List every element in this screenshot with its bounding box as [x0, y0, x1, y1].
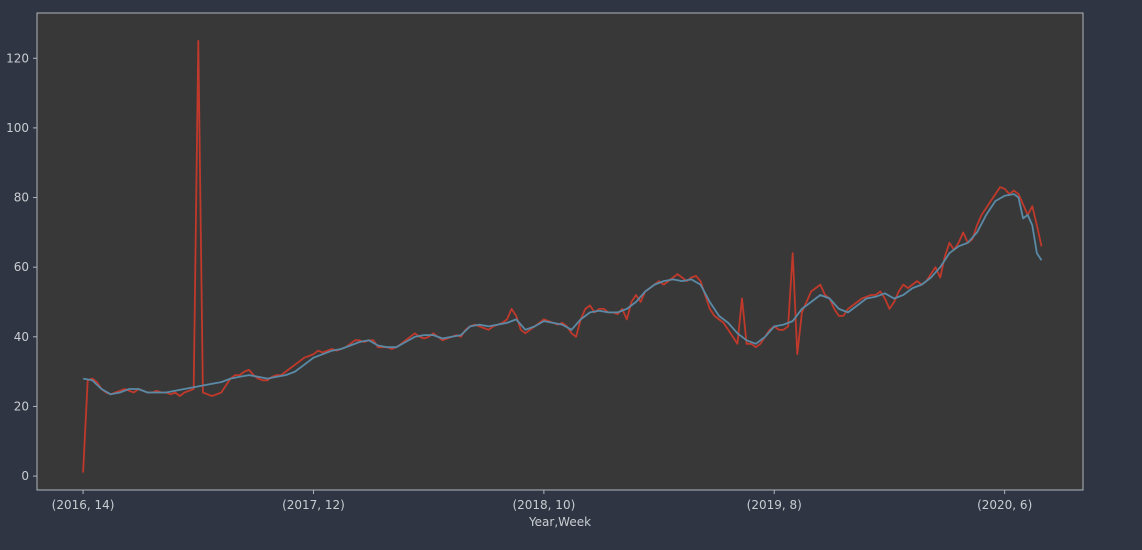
plot-area — [37, 13, 1083, 490]
y-tick-label: 120 — [6, 51, 29, 65]
x-tick-label: (2018, 10) — [512, 498, 575, 512]
y-tick-label: 60 — [14, 260, 29, 274]
x-tick-label: (2019, 8) — [747, 498, 802, 512]
y-tick-label: 20 — [14, 399, 29, 413]
plot-frame — [36, 12, 1084, 491]
y-tick-label: 0 — [21, 469, 29, 483]
x-tick-label: (2020, 6) — [977, 498, 1032, 512]
y-tick-label: 40 — [14, 330, 29, 344]
x-tick-label: (2016, 14) — [52, 498, 115, 512]
y-tick-label: 100 — [6, 121, 29, 135]
x-axis-title: Year,Week — [528, 515, 591, 529]
x-tick-label: (2017, 12) — [282, 498, 345, 512]
y-tick-label: 80 — [14, 191, 29, 205]
series-line-2 — [82, 193, 1043, 396]
